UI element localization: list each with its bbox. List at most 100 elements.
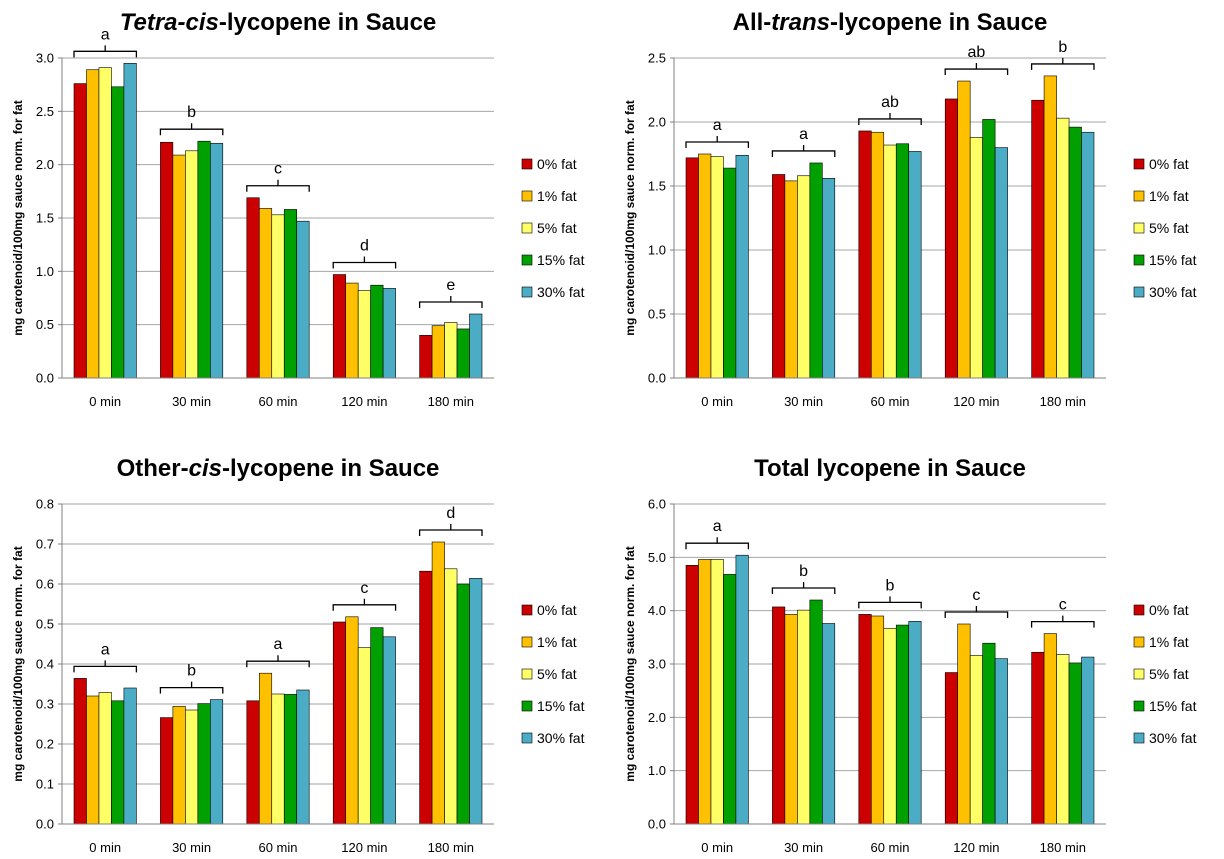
chart-title: Other-cis-lycopene in Sauce <box>117 455 440 482</box>
legend-label: 30% fat <box>1149 284 1197 300</box>
bar <box>172 706 186 825</box>
bar <box>98 67 112 379</box>
significance-bracket <box>418 296 483 308</box>
legend-swatch <box>1133 286 1145 298</box>
legend-label: 1% fat <box>1149 188 1189 204</box>
legend-swatch <box>1133 190 1145 202</box>
bar <box>895 143 910 379</box>
x-tick-label: 120 min <box>953 394 999 409</box>
bar <box>357 647 371 825</box>
x-tick-label: 60 min <box>258 840 297 855</box>
significance-bracket <box>944 606 1009 618</box>
x-tick-label: 180 min <box>428 840 474 855</box>
legend-swatch <box>521 190 533 202</box>
y-tick-label: 2.0 <box>36 157 54 172</box>
bar <box>944 672 958 825</box>
bar <box>160 717 174 825</box>
y-tick-label: 0.8 <box>36 497 54 512</box>
x-tick-label: 0 min <box>89 394 121 409</box>
chart-svg: All-trans-lycopene in Sauce 0.0 0.5 1.0 1.5 2… <box>623 9 1197 409</box>
significance-bracket <box>685 537 750 550</box>
significance-bracket <box>771 144 836 157</box>
legend-swatch <box>521 700 533 712</box>
legend-swatch <box>1133 158 1145 170</box>
legend-swatch <box>521 286 533 298</box>
bar <box>123 687 137 825</box>
y-tick-label: 3.0 <box>36 51 54 66</box>
significance-letter: d <box>360 238 369 255</box>
significance-letter: d <box>446 505 455 522</box>
x-tick-label: 60 min <box>870 394 909 409</box>
bar <box>431 325 445 379</box>
significance-bracket <box>685 136 750 148</box>
significance-bracket <box>944 63 1009 76</box>
significance-bracket <box>73 660 138 673</box>
legend-label: 30% fat <box>1149 730 1197 746</box>
significance-bracket <box>246 655 310 668</box>
chart-svg: Other-cis-lycopene in Sauce 0.0 0.1 0.2 0.3 0… <box>11 455 585 855</box>
x-tick-label: 30 min <box>784 840 823 855</box>
legend-label: 5% fat <box>537 666 577 682</box>
bar <box>370 284 384 379</box>
x-tick-label: 180 min <box>1040 394 1086 409</box>
chart-title-part: -lycopene in Sauce <box>219 9 436 36</box>
bar <box>73 83 87 379</box>
significance-bracket <box>418 524 483 536</box>
chart-title-part: Total lycopene in Sauce <box>754 455 1026 482</box>
x-tick-label: 30 min <box>172 840 211 855</box>
chart-panel-tetra-cis: Tetra-cis-lycopene in Sauce 0.0 0.5 1.0 1.5 2… <box>0 0 612 413</box>
significance-letter: c <box>972 587 980 604</box>
bar <box>271 693 285 825</box>
bar <box>86 69 100 379</box>
y-axis-label: mg carotenoid/100mg sauce norm. for fat <box>623 100 637 335</box>
bar <box>883 627 897 825</box>
significance-letter: b <box>799 563 808 580</box>
bar <box>123 63 137 379</box>
legend-swatch <box>521 604 533 616</box>
bar <box>858 130 872 379</box>
significance-letter: c <box>360 580 368 597</box>
significance-letter: c <box>274 161 282 178</box>
bar <box>723 167 737 379</box>
y-tick-label: 0.5 <box>648 307 666 322</box>
significance-letter: a <box>101 641 110 658</box>
legend-swatch <box>1133 668 1145 680</box>
significance-bracket <box>771 582 836 594</box>
chart-title-part: cis <box>189 455 222 482</box>
bar <box>172 154 186 379</box>
x-tick-label: 60 min <box>258 394 297 409</box>
y-tick-label: 1.0 <box>648 763 666 778</box>
y-tick-label: 5.0 <box>648 550 666 565</box>
bar <box>86 695 100 825</box>
bar <box>1043 75 1057 379</box>
y-tick-label: 0.5 <box>36 317 54 332</box>
significance-bracket <box>1030 57 1095 70</box>
legend-label: 1% fat <box>537 188 577 204</box>
significance-letter: a <box>274 636 283 653</box>
y-tick-label: 6.0 <box>648 497 666 512</box>
bar <box>382 636 396 825</box>
x-tick-label: 120 min <box>341 840 387 855</box>
bar <box>969 137 983 379</box>
significance-letter: c <box>1059 597 1067 614</box>
chart-panel-total: Total lycopene in Sauce 0.0 1.0 2.0 3.0 4.0 5.… <box>612 446 1224 859</box>
bar <box>784 614 798 825</box>
bar <box>246 700 260 825</box>
y-tick-label: 4.0 <box>648 603 666 618</box>
bar <box>698 559 712 825</box>
legend-label: 0% fat <box>1149 602 1189 618</box>
legend-label: 1% fat <box>1149 634 1189 650</box>
chart-title-part: -lycopene in Sauce <box>830 9 1047 36</box>
bar <box>1068 126 1082 379</box>
bar <box>858 614 872 825</box>
significance-letter: a <box>713 518 722 535</box>
bar <box>685 565 699 825</box>
y-tick-label: 2.5 <box>36 104 54 119</box>
significance-bracket <box>1030 615 1095 628</box>
y-tick-label: 0.0 <box>36 371 54 386</box>
y-tick-label: 0.6 <box>36 577 54 592</box>
legend-swatch <box>1133 604 1145 616</box>
bar <box>332 621 346 825</box>
bar <box>784 180 798 379</box>
bar <box>357 290 371 379</box>
